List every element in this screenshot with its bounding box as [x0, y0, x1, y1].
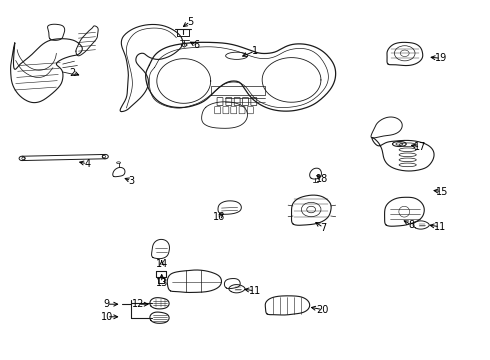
Text: 4: 4 [84, 159, 90, 169]
Text: 13: 13 [156, 278, 168, 288]
Text: 16: 16 [214, 212, 225, 222]
Text: 5: 5 [187, 17, 193, 27]
Text: 17: 17 [414, 142, 427, 152]
Text: 14: 14 [156, 258, 168, 269]
Text: 12: 12 [132, 299, 145, 309]
Text: 11: 11 [434, 222, 446, 232]
Text: 20: 20 [316, 305, 329, 315]
Text: 3: 3 [128, 176, 134, 186]
Text: 19: 19 [435, 53, 447, 63]
Text: 2: 2 [70, 68, 75, 78]
Text: 11: 11 [249, 286, 261, 296]
Text: 10: 10 [101, 312, 113, 322]
Text: 18: 18 [317, 174, 329, 184]
Text: 15: 15 [436, 186, 448, 197]
Text: 1: 1 [252, 46, 258, 56]
Text: 6: 6 [193, 40, 199, 50]
Text: 8: 8 [409, 220, 415, 230]
Text: 9: 9 [104, 299, 110, 309]
Text: 7: 7 [320, 222, 326, 233]
